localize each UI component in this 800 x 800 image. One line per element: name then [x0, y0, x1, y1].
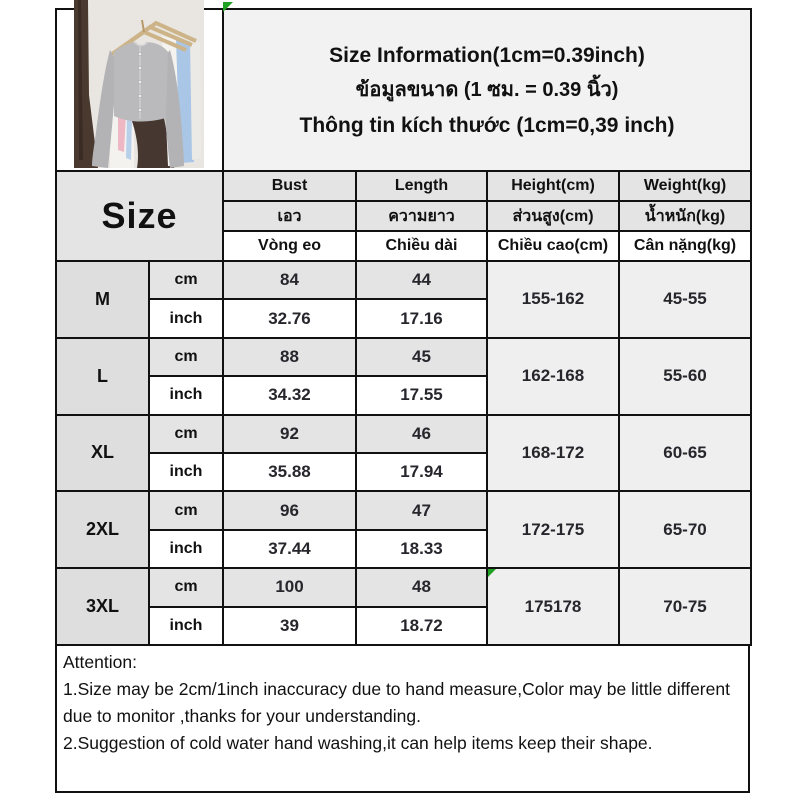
unit-cm-label: cm: [148, 259, 224, 301]
size-label-2xl: 2XL: [55, 490, 150, 570]
excel-error-marker-icon: [223, 2, 233, 12]
length-inch-value: 17.94: [355, 451, 488, 493]
unit-cm-label: cm: [148, 490, 224, 531]
length-cm-value: 45: [355, 336, 488, 378]
length-cm-value: 47: [355, 490, 488, 531]
bust-inch-value: 39: [222, 605, 357, 646]
length-inch-value: 17.55: [355, 375, 488, 416]
weight-range-value: 70-75: [617, 567, 753, 646]
product-photo: [74, 0, 204, 168]
bust-cm-value: 92: [222, 413, 357, 454]
unit-cm-label: cm: [148, 413, 224, 454]
bust-cm-value: 88: [222, 336, 357, 378]
bust-inch-value: 37.44: [222, 528, 357, 570]
blue-garment-behind: [126, 116, 132, 160]
col-length-vi: Chiều dài: [355, 230, 488, 262]
height-range-value: 162-168: [486, 336, 620, 416]
size-info-title-cell: Size Information(1cm=0.39inch) ข้อมูลขนา…: [221, 2, 753, 172]
length-cm-value: 46: [355, 413, 488, 454]
unit-cm-label: cm: [148, 567, 224, 608]
excel-error-marker-icon: [488, 569, 496, 578]
title-thai: ข้อมูลขนาด (1 ซม. = 0.39 นิ้ว): [355, 78, 619, 101]
attention-note-2: 2.Suggestion of cold water hand washing,…: [63, 732, 653, 753]
length-inch-value: 18.72: [355, 605, 488, 646]
col-length-th: ความยาว: [355, 200, 488, 232]
unit-cm-label: cm: [148, 336, 224, 378]
col-height-th: ส่วนสูง(cm): [486, 200, 620, 232]
unit-inch-label: inch: [148, 375, 224, 416]
bust-inch-value: 35.88: [222, 451, 357, 493]
weight-range-value: 65-70: [617, 490, 753, 570]
size-table: Size Information(1cm=0.39inch) ข้อมูลขนา…: [55, 2, 753, 646]
title-english: Size Information(1cm=0.39inch): [329, 43, 645, 67]
title-vietnamese: Thông tin kích thước (1cm=0,39 inch): [299, 113, 675, 137]
pink-garment-behind: [118, 112, 126, 152]
col-weight-en: Weight(kg): [617, 170, 753, 202]
hanger-hook: [141, 19, 145, 33]
bust-inch-value: 32.76: [222, 298, 357, 339]
size-label-m: M: [55, 260, 150, 339]
bust-cm-value: 84: [222, 259, 357, 301]
length-inch-value: 18.33: [355, 528, 488, 570]
unit-inch-label: inch: [148, 298, 224, 339]
size-chart-sheet: Size Information(1cm=0.39inch) ข้อมูลขนา…: [55, 0, 753, 793]
weight-range-value: 55-60: [617, 336, 753, 416]
height-range-text: 175178: [524, 596, 582, 616]
height-range-value: 172-175: [486, 490, 620, 570]
size-label-xl: XL: [55, 413, 150, 493]
attention-notes: Attention: 1.Size may be 2cm/1inch inacc…: [55, 643, 750, 793]
size-label-3xl: 3XL: [55, 567, 150, 646]
col-weight-th: น้ำหนัก(kg): [617, 200, 753, 232]
bust-inch-value: 34.32: [222, 375, 357, 416]
length-cm-value: 48: [355, 567, 488, 608]
weight-range-value: 45-55: [617, 260, 753, 339]
attention-note-1: 1.Size may be 2cm/1inch inaccuracy due t…: [63, 678, 730, 726]
grey-cardigan: [92, 41, 184, 168]
col-bust-en: Bust: [222, 170, 357, 202]
size-label-l: L: [55, 336, 150, 416]
col-height-vi: Chiều cao(cm): [486, 230, 620, 262]
bust-cm-value: 96: [222, 490, 357, 531]
weight-range-value: 60-65: [617, 413, 753, 493]
height-range-value: 175178: [486, 567, 620, 646]
col-bust-th: เอว: [222, 200, 357, 232]
bust-cm-value: 100: [222, 567, 357, 608]
col-height-en: Height(cm): [486, 170, 620, 202]
unit-inch-label: inch: [148, 528, 224, 570]
col-bust-vi: Vòng eo: [222, 230, 357, 262]
height-range-value: 155-162: [486, 260, 620, 339]
attention-heading: Attention:: [63, 651, 137, 672]
size-column-title: Size: [55, 170, 224, 262]
height-range-value: 168-172: [486, 413, 620, 493]
col-weight-vi: Cân nặng(kg): [617, 230, 753, 262]
col-length-en: Length: [355, 170, 488, 202]
unit-inch-label: inch: [148, 605, 224, 646]
length-cm-value: 44: [355, 259, 488, 301]
unit-inch-label: inch: [148, 451, 224, 493]
length-inch-value: 17.16: [355, 298, 488, 339]
